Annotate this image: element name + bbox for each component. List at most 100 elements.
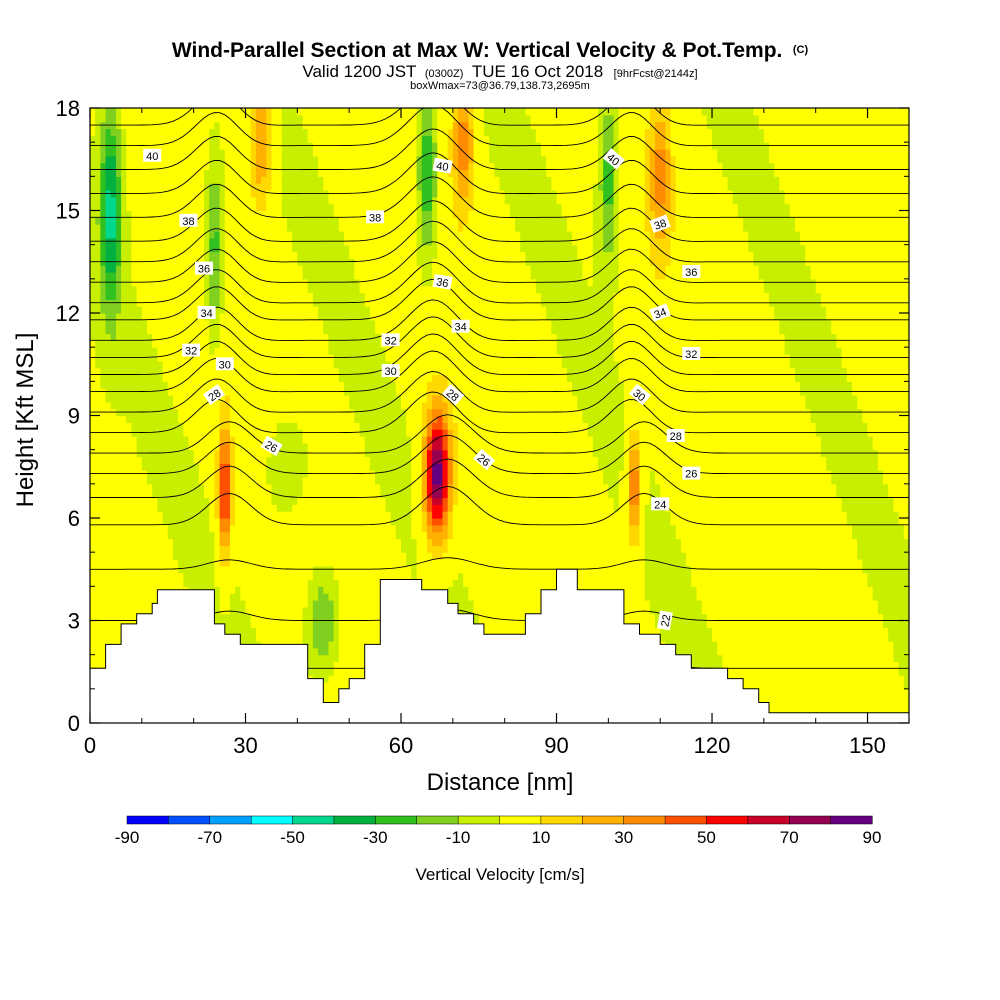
velocity-cell: [323, 244, 330, 253]
velocity-cell: [261, 251, 267, 259]
velocity-cell: [333, 333, 340, 341]
velocity-cell: [167, 272, 174, 280]
velocity-cell: [245, 210, 252, 218]
velocity-cell: [141, 326, 148, 335]
velocity-cell: [333, 531, 340, 540]
velocity-cell: [240, 149, 247, 157]
velocity-cell: [152, 108, 158, 116]
velocity-cell: [271, 511, 278, 519]
velocity-cell: [147, 538, 153, 546]
velocity-cell: [105, 292, 112, 300]
velocity-cell: [271, 196, 278, 205]
velocity-cell: [286, 524, 293, 533]
velocity-cell: [359, 497, 366, 505]
velocity-cell: [312, 224, 319, 232]
velocity-cell: [147, 511, 153, 519]
velocity-cell: [328, 518, 335, 526]
velocity-cell: [214, 586, 221, 594]
velocity-cell: [245, 436, 252, 444]
velocity-cell: [105, 360, 112, 369]
velocity-cell: [162, 374, 169, 382]
velocity-cell: [198, 340, 205, 348]
velocity-cell: [152, 477, 158, 485]
velocity-cell: [328, 415, 335, 423]
velocity-cell: [333, 682, 340, 690]
velocity-cell: [343, 196, 350, 205]
velocity-cell: [318, 340, 324, 348]
velocity-cell: [219, 381, 226, 389]
velocity-cell: [131, 347, 138, 355]
velocity-cell: [157, 114, 164, 123]
velocity-cell: [141, 422, 148, 430]
velocity-cell: [115, 511, 122, 519]
velocity-cell: [250, 367, 257, 376]
velocity-cell: [152, 299, 158, 307]
velocity-cell: [343, 395, 350, 403]
velocity-cell: [126, 559, 133, 567]
velocity-cell: [167, 360, 174, 369]
velocity-cell: [328, 661, 335, 669]
velocity-cell: [224, 531, 231, 540]
velocity-cell: [333, 634, 340, 642]
velocity-cell: [235, 162, 241, 171]
velocity-cell: [214, 210, 221, 218]
velocity-cell: [240, 292, 247, 300]
velocity-cell: [178, 442, 184, 451]
velocity-cell: [229, 278, 236, 287]
velocity-cell: [302, 531, 309, 540]
velocity-cell: [219, 401, 226, 410]
velocity-cell: [276, 347, 283, 355]
velocity-cell: [147, 162, 153, 171]
velocity-cell: [183, 511, 190, 519]
velocity-cell: [349, 231, 355, 239]
velocity-cell: [349, 442, 355, 451]
velocity-cell: [147, 367, 153, 376]
velocity-cell: [235, 620, 241, 628]
velocity-cell: [292, 135, 298, 143]
velocity-cell: [121, 231, 127, 239]
velocity-cell: [354, 135, 361, 143]
velocity-cell: [343, 135, 350, 143]
velocity-cell: [318, 579, 324, 587]
velocity-cell: [354, 477, 361, 485]
velocity-cell: [349, 244, 355, 253]
velocity-cell: [312, 524, 319, 533]
velocity-cell: [105, 613, 112, 622]
velocity-cell: [281, 210, 288, 218]
velocity-cell: [198, 176, 205, 184]
velocity-cell: [364, 196, 371, 205]
velocity-cell: [167, 415, 174, 423]
velocity-cell: [359, 319, 366, 328]
velocity-cell: [318, 135, 324, 143]
velocity-cell: [349, 108, 355, 116]
velocity-cell: [162, 531, 169, 540]
chart-subtitle-box: boxWmax=73@36.79,138.73,2695m: [410, 80, 590, 92]
velocity-cell: [349, 483, 355, 492]
velocity-cell: [307, 504, 314, 512]
velocity-cell: [172, 142, 179, 150]
velocity-cell: [297, 313, 304, 321]
velocity-cell: [240, 408, 247, 417]
velocity-cell: [245, 593, 252, 601]
velocity-cell: [214, 483, 221, 492]
velocity-cell: [229, 231, 236, 239]
velocity-cell: [255, 449, 262, 458]
velocity-cell: [286, 251, 293, 259]
velocity-cell: [261, 634, 267, 642]
velocity-cell: [110, 183, 117, 191]
velocity-cell: [343, 340, 350, 348]
velocity-cell: [162, 128, 169, 136]
velocity-cell: [172, 429, 179, 437]
velocity-cell: [240, 354, 247, 362]
velocity-cell: [204, 231, 210, 239]
velocity-cell: [147, 258, 153, 266]
velocity-cell: [328, 128, 335, 136]
velocity-cell: [302, 265, 309, 273]
velocity-cell: [255, 196, 262, 205]
velocity-cell: [240, 347, 247, 355]
velocity-cell: [214, 313, 221, 321]
velocity-cell: [95, 176, 101, 184]
velocity-cell: [364, 121, 371, 130]
velocity-cell: [286, 511, 293, 519]
velocity-cell: [261, 169, 267, 177]
